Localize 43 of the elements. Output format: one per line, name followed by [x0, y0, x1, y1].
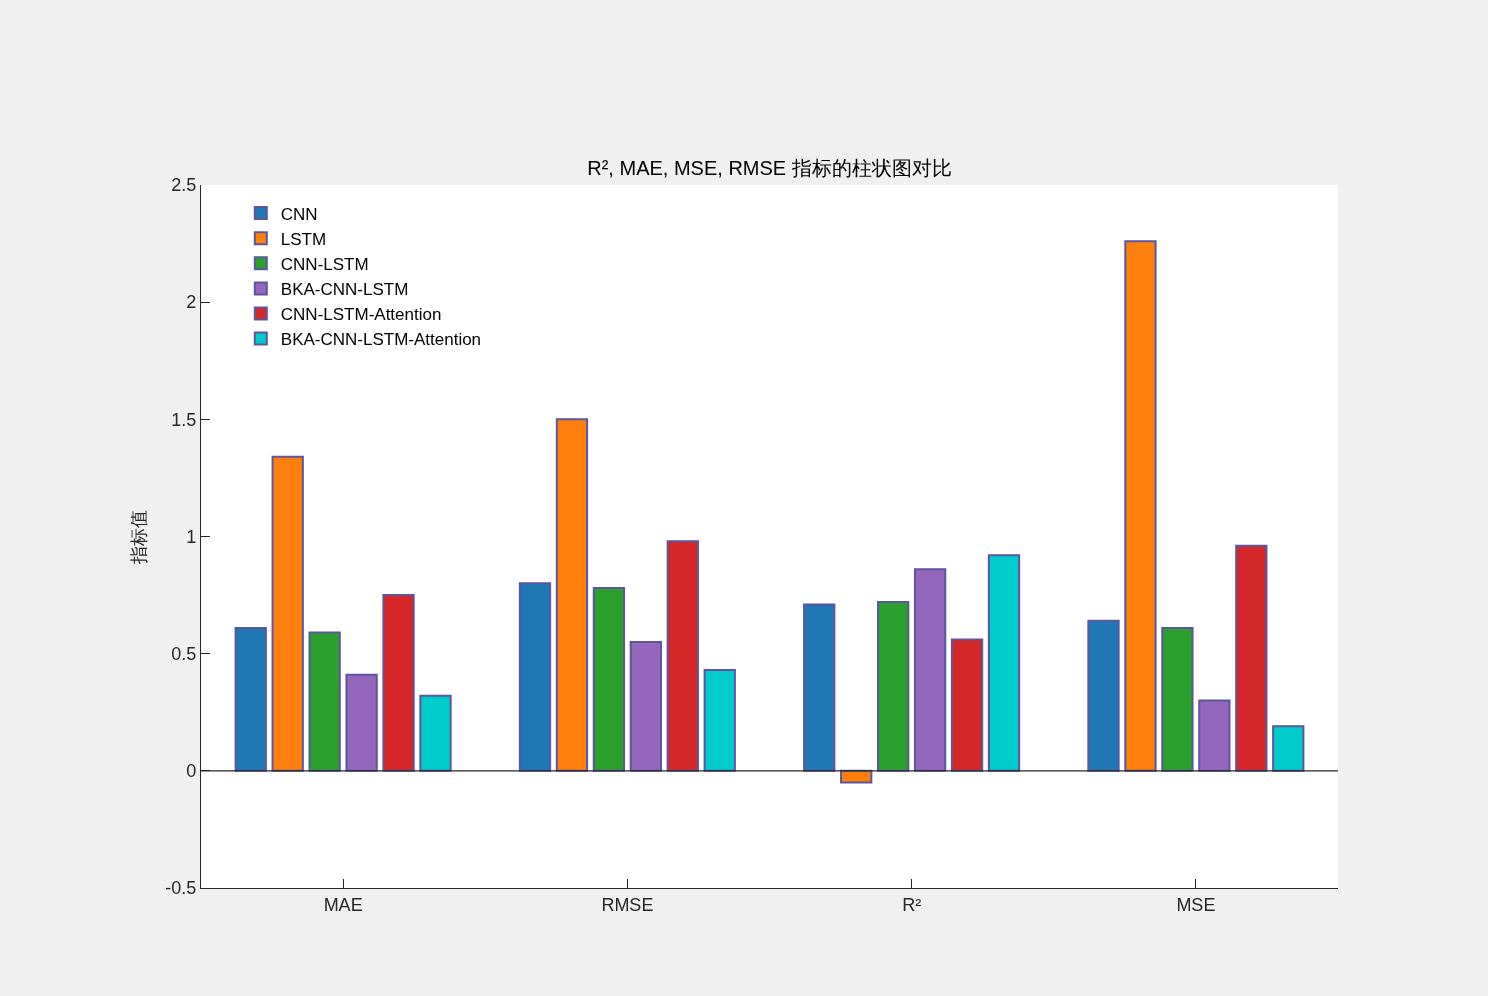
bar — [703, 669, 736, 772]
x-tick-label: MAE — [323, 894, 363, 915]
x-tick-label: RMSE — [601, 894, 654, 915]
x-tick-label: R² — [902, 894, 922, 915]
bar — [419, 694, 452, 772]
y-tick-label: 1.5 — [171, 409, 197, 430]
bar — [1124, 240, 1157, 772]
bar — [345, 673, 378, 772]
bar — [913, 568, 947, 772]
legend-label: CNN-LSTM-Attention — [280, 305, 442, 325]
bar — [803, 603, 836, 772]
y-tick-label: 1 — [186, 526, 197, 547]
bar — [271, 455, 304, 772]
legend-label: BKA-CNN-LSTM — [280, 280, 409, 300]
bar — [840, 769, 873, 784]
bar — [987, 554, 1021, 772]
y-tick-label: 0 — [186, 761, 197, 782]
bar — [629, 640, 662, 772]
bar — [950, 638, 984, 772]
bar — [592, 587, 626, 772]
legend-label: CNN-LSTM — [280, 254, 369, 274]
bar — [382, 594, 415, 772]
bar — [877, 601, 910, 772]
bar — [555, 418, 589, 772]
bar — [666, 540, 699, 772]
y-tick-label: 2 — [186, 292, 197, 313]
bar — [1198, 699, 1231, 772]
bar — [1235, 544, 1268, 772]
y-tick-label: 2.5 — [171, 175, 197, 196]
y-tick-label: -0.5 — [165, 878, 197, 899]
y-axis-title: 指标值 — [129, 509, 150, 565]
legend-label: LSTM — [280, 229, 327, 249]
legend-label: BKA-CNN-LSTM-Attention — [280, 330, 482, 350]
bar — [518, 582, 552, 772]
bar — [1161, 626, 1194, 772]
bar — [1272, 725, 1305, 772]
bar — [234, 626, 267, 772]
bar — [1087, 619, 1120, 772]
legend-label: CNN — [280, 204, 318, 224]
bar — [308, 631, 341, 772]
x-tick-label: MSE — [1176, 894, 1216, 915]
y-tick-label: 0.5 — [171, 643, 197, 664]
chart-title: R², MAE, MSE, RMSE 指标的柱状图对比 — [587, 157, 952, 179]
